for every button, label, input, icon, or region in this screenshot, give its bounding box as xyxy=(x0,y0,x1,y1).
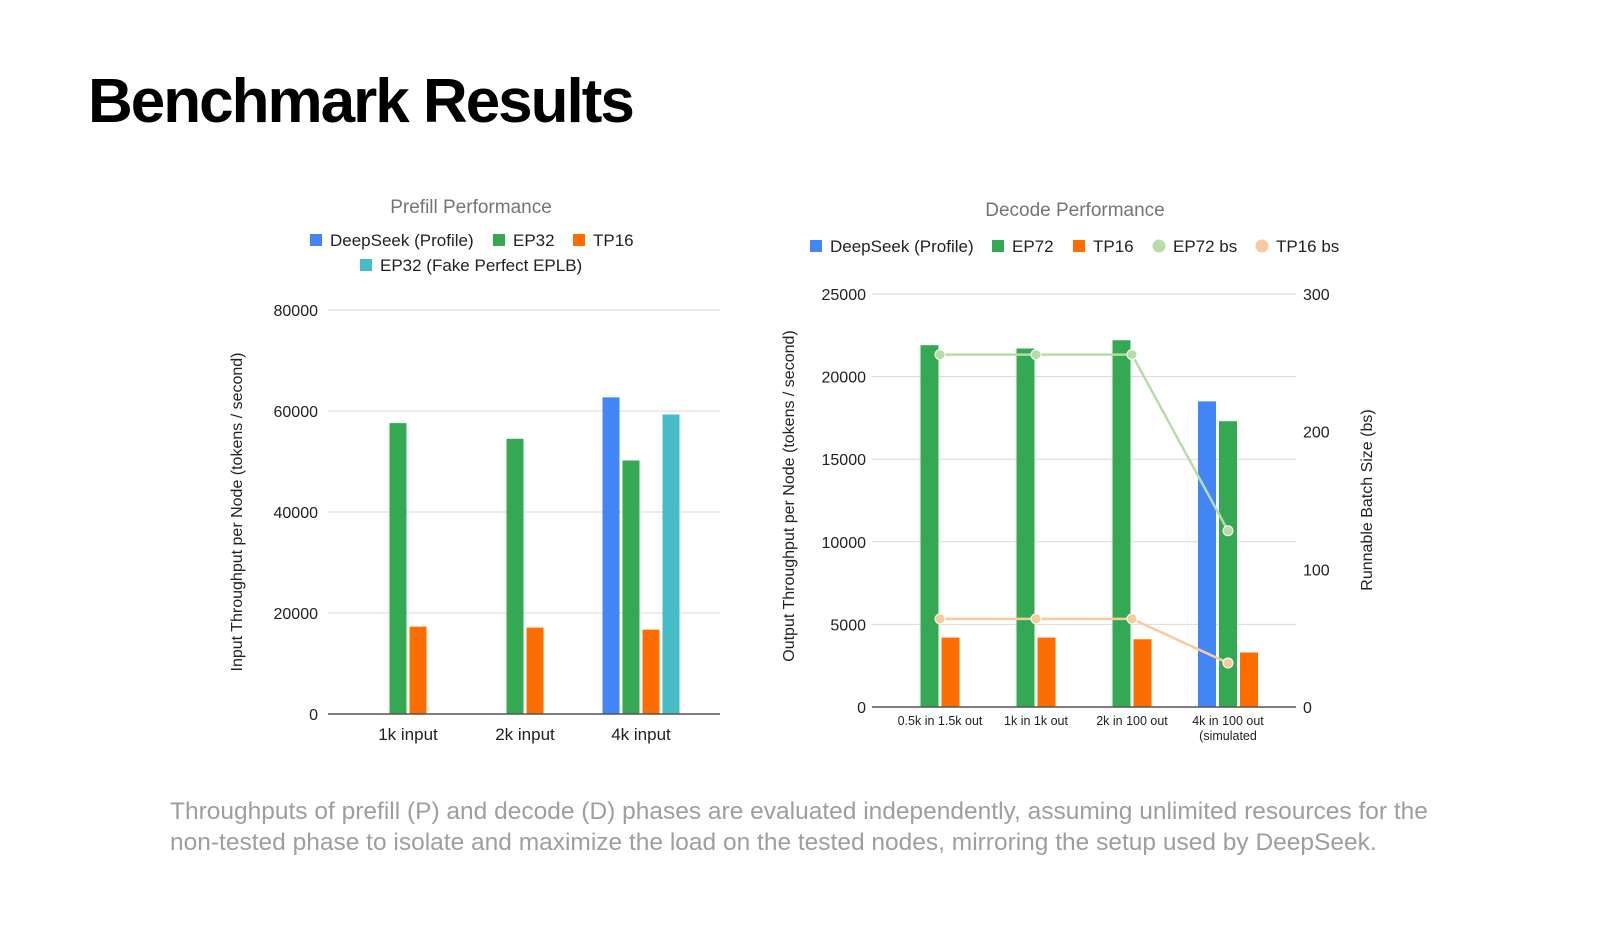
legend-label: TP16 xyxy=(593,231,634,250)
legend-label: TP16 bs xyxy=(1276,237,1339,256)
point-tp16-bs xyxy=(1126,613,1138,625)
point-ep72-bs xyxy=(1030,349,1042,361)
bar-tp16 xyxy=(1037,637,1056,707)
y-axis-label: Input Throughput per Node (tokens / seco… xyxy=(229,352,246,671)
bar-ep32-fake-perfect-eplb xyxy=(662,414,680,714)
y-tick-label: 10000 xyxy=(822,535,867,552)
chart-prefill: Prefill Performance DeepSeek (Profile) EP3… xyxy=(229,197,720,744)
y-tick-label: 5000 xyxy=(830,617,866,634)
point-ep72-bs xyxy=(1222,525,1234,537)
legend-label: EP32 (Fake Perfect EPLB) xyxy=(380,256,582,275)
legend-swatch xyxy=(992,240,1004,252)
x-tick-label: 4k in 100 out (simulated xyxy=(1192,714,1264,743)
y-tick-label: 60000 xyxy=(274,404,319,421)
y-tick-label: 40000 xyxy=(274,505,319,522)
point-tp16-bs xyxy=(934,613,946,625)
bar-ep72 xyxy=(1016,348,1035,707)
slide-caption: Throughputs of prefill (P) and decode (D… xyxy=(170,798,1428,856)
legend-label: EP72 bs xyxy=(1173,237,1237,256)
line-tp16-bs xyxy=(940,617,1229,665)
y-tick-label: 25000 xyxy=(822,287,867,304)
line-ep72-bs xyxy=(940,353,1230,532)
point-tp16-bs xyxy=(1030,613,1042,625)
bar-tp16 xyxy=(941,637,960,707)
bar-tp16 xyxy=(526,627,544,714)
legend-swatch xyxy=(810,240,822,252)
legend-swatch xyxy=(493,234,505,246)
chart-title: Decode Performance xyxy=(985,200,1165,221)
x-tick-label: 0.5k in 1.5k out xyxy=(898,714,983,728)
legend-label: DeepSeek (Profile) xyxy=(830,237,974,256)
y2-tick-label: 300 xyxy=(1303,287,1330,304)
bar-ep72 xyxy=(920,345,939,707)
y-tick-label: 15000 xyxy=(822,452,867,469)
legend-label: DeepSeek (Profile) xyxy=(330,231,474,250)
bar-deepseek-profile xyxy=(1198,401,1216,707)
y-tick-label: 0 xyxy=(309,707,318,724)
legend-swatch xyxy=(573,234,585,246)
legend-swatch xyxy=(1255,239,1269,253)
y-tick-label: 20000 xyxy=(822,370,867,387)
chart-title: Prefill Performance xyxy=(390,197,552,218)
y2-tick-label: 200 xyxy=(1303,425,1330,442)
legend-swatch xyxy=(1152,239,1166,253)
y-tick-label: 80000 xyxy=(274,303,319,320)
bar-tp16 xyxy=(642,629,660,714)
bar-ep32 xyxy=(506,438,524,714)
x-tick-label: 2k in 100 out xyxy=(1096,714,1168,728)
y-axis-label: Output Throughput per Node (tokens / sec… xyxy=(781,330,798,661)
y2-axis-label: Runnable Batch Size (bs) xyxy=(1359,409,1376,590)
legend-label: EP32 xyxy=(513,231,555,250)
slide-title: Benchmark Results xyxy=(88,67,635,136)
legend-swatch xyxy=(310,234,322,246)
legend-label: TP16 xyxy=(1093,237,1134,256)
bar-ep32 xyxy=(622,460,640,714)
bar-tp16 xyxy=(1133,639,1152,707)
x-tick-label: 1k in 1k out xyxy=(1004,714,1068,728)
point-ep72-bs xyxy=(1126,349,1138,361)
bar-deepseek-profile xyxy=(602,397,620,714)
x-tick-label: 4k input xyxy=(611,725,671,744)
y-tick-label: 0 xyxy=(857,700,866,717)
bar-tp16 xyxy=(1240,652,1258,707)
chart-decode: Decode Performance DeepSeek (Profile) EP72… xyxy=(781,200,1376,743)
x-tick-label: 1k input xyxy=(378,725,438,744)
legend-swatch xyxy=(360,259,372,271)
bar-ep72 xyxy=(1219,421,1237,707)
bar-tp16 xyxy=(409,626,427,714)
legend-swatch xyxy=(1073,240,1085,252)
bar-ep72 xyxy=(1112,340,1131,707)
x-tick-label: 2k input xyxy=(495,725,555,744)
y2-tick-label: 100 xyxy=(1303,562,1330,579)
point-ep72-bs xyxy=(934,349,946,361)
y-tick-label: 20000 xyxy=(274,606,319,623)
point-tp16-bs xyxy=(1222,657,1234,669)
bar-ep32 xyxy=(389,423,407,714)
y2-tick-label: 0 xyxy=(1303,700,1312,717)
legend-label: EP72 xyxy=(1012,237,1054,256)
